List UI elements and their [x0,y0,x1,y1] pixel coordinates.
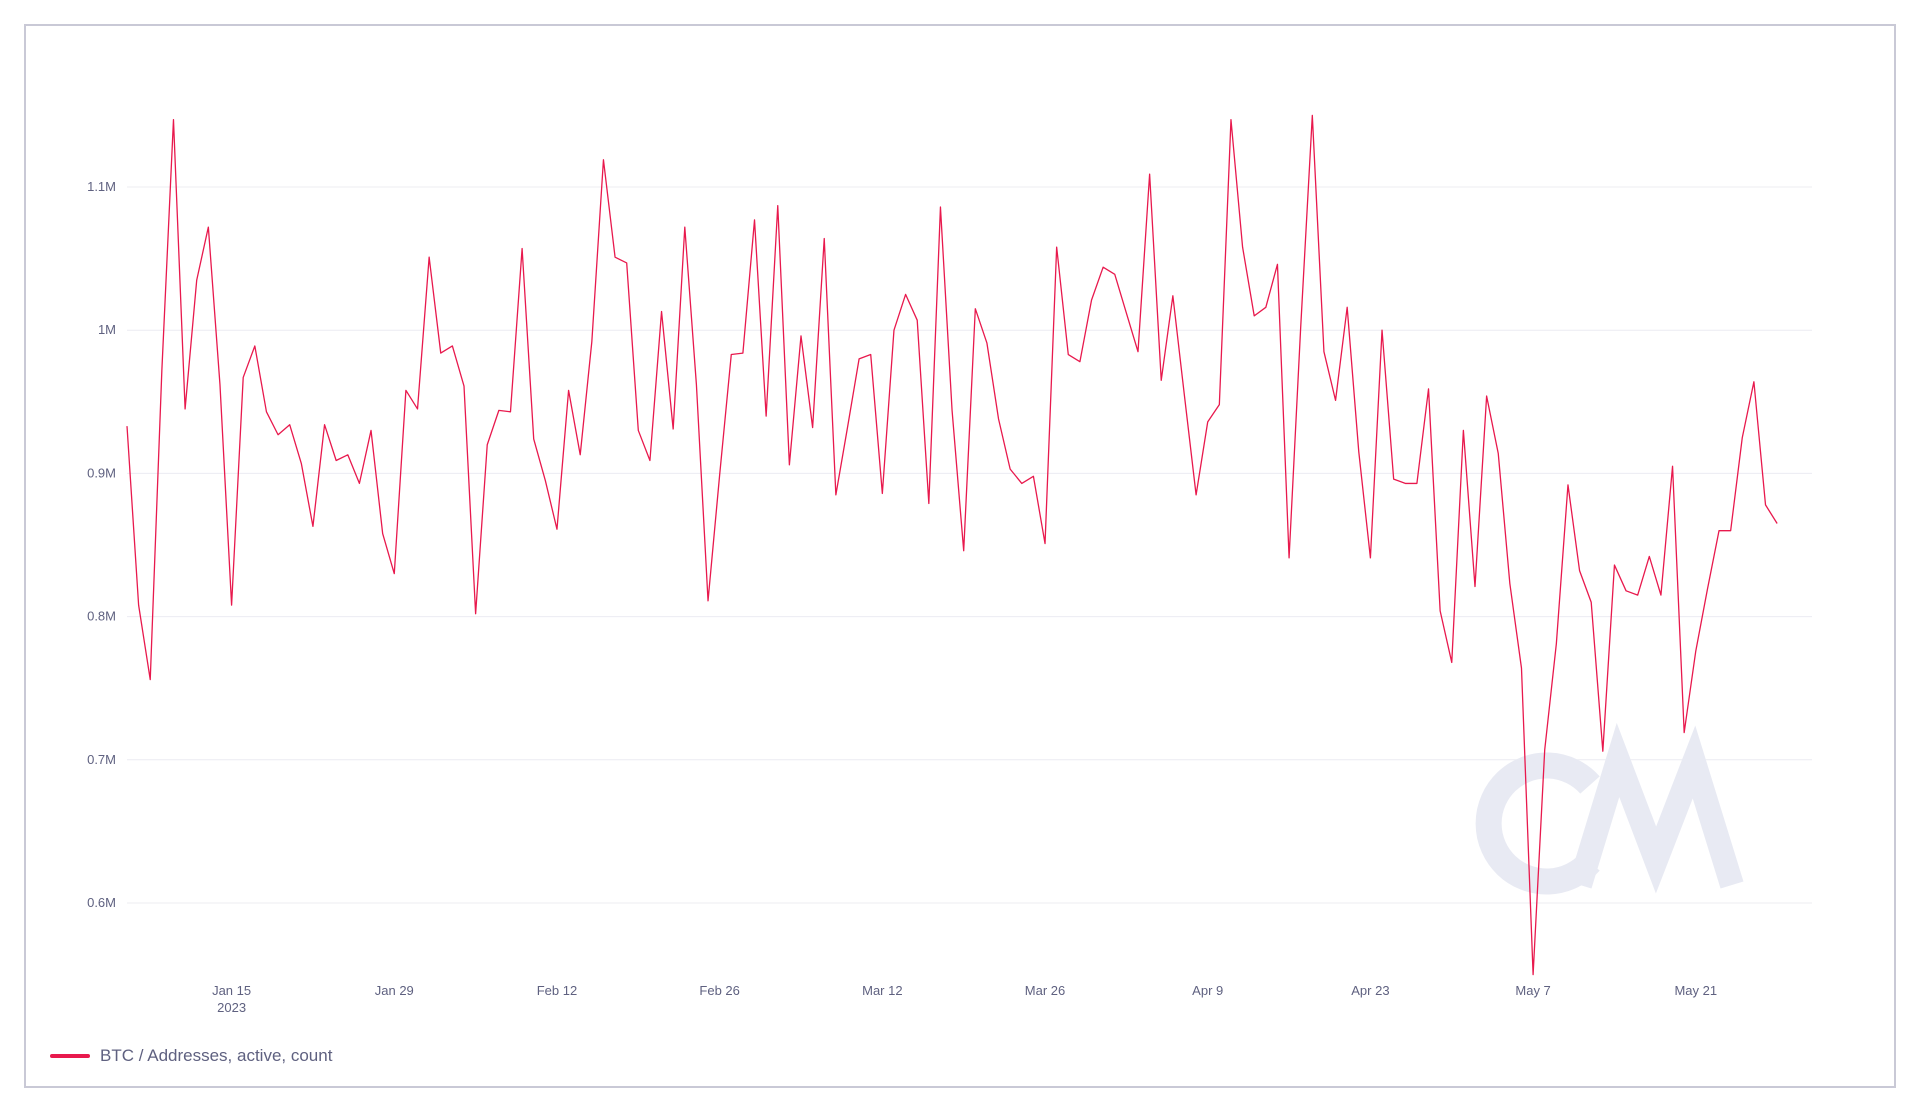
y-tick-label: 1.1M [87,179,116,194]
x-tick-label: Jan 29 [375,983,414,998]
x-tick-label: Apr 23 [1351,983,1389,998]
y-axis-tick-labels: 0.6M 0.7M 0.8M 0.9M 1M 1.1M [87,179,116,910]
y-tick-label: 0.8M [87,609,116,624]
series-line [126,114,1778,976]
x-tick-label: Mar 26 [1025,983,1065,998]
x-axis-tick-labels: Jan 15 2023 Jan 29 Feb 12 Feb 26 Mar 12 Mar 26… [212,983,1717,1015]
x-tick-label: Feb 26 [699,983,739,998]
y-tick-label: 0.9M [87,465,116,480]
x-tick-label: Apr 9 [1192,983,1223,998]
chart-frame [24,24,1896,1088]
watermark-m-shape [1568,722,1744,894]
x-tick-label: Feb 12 [537,983,577,998]
cm-watermark-logo [1475,722,1744,895]
legend-label: BTC / Addresses, active, count [100,1046,333,1065]
y-tick-label: 0.7M [87,752,116,767]
y-tick-label: 0.6M [87,895,116,910]
x-tick-label: Mar 12 [862,983,902,998]
x-tick-sublabel: 2023 [217,1000,246,1015]
legend-swatch [50,1054,90,1058]
grid-lines [127,186,1812,904]
x-tick-label: May 7 [1515,983,1550,998]
watermark-c-shape [1475,752,1600,895]
x-tick-label: May 21 [1674,983,1717,998]
y-tick-label: 1M [98,322,116,337]
x-tick-label: Jan 15 [212,983,251,998]
legend[interactable]: BTC / Addresses, active, count [50,1046,332,1066]
series-lines [126,114,1778,976]
